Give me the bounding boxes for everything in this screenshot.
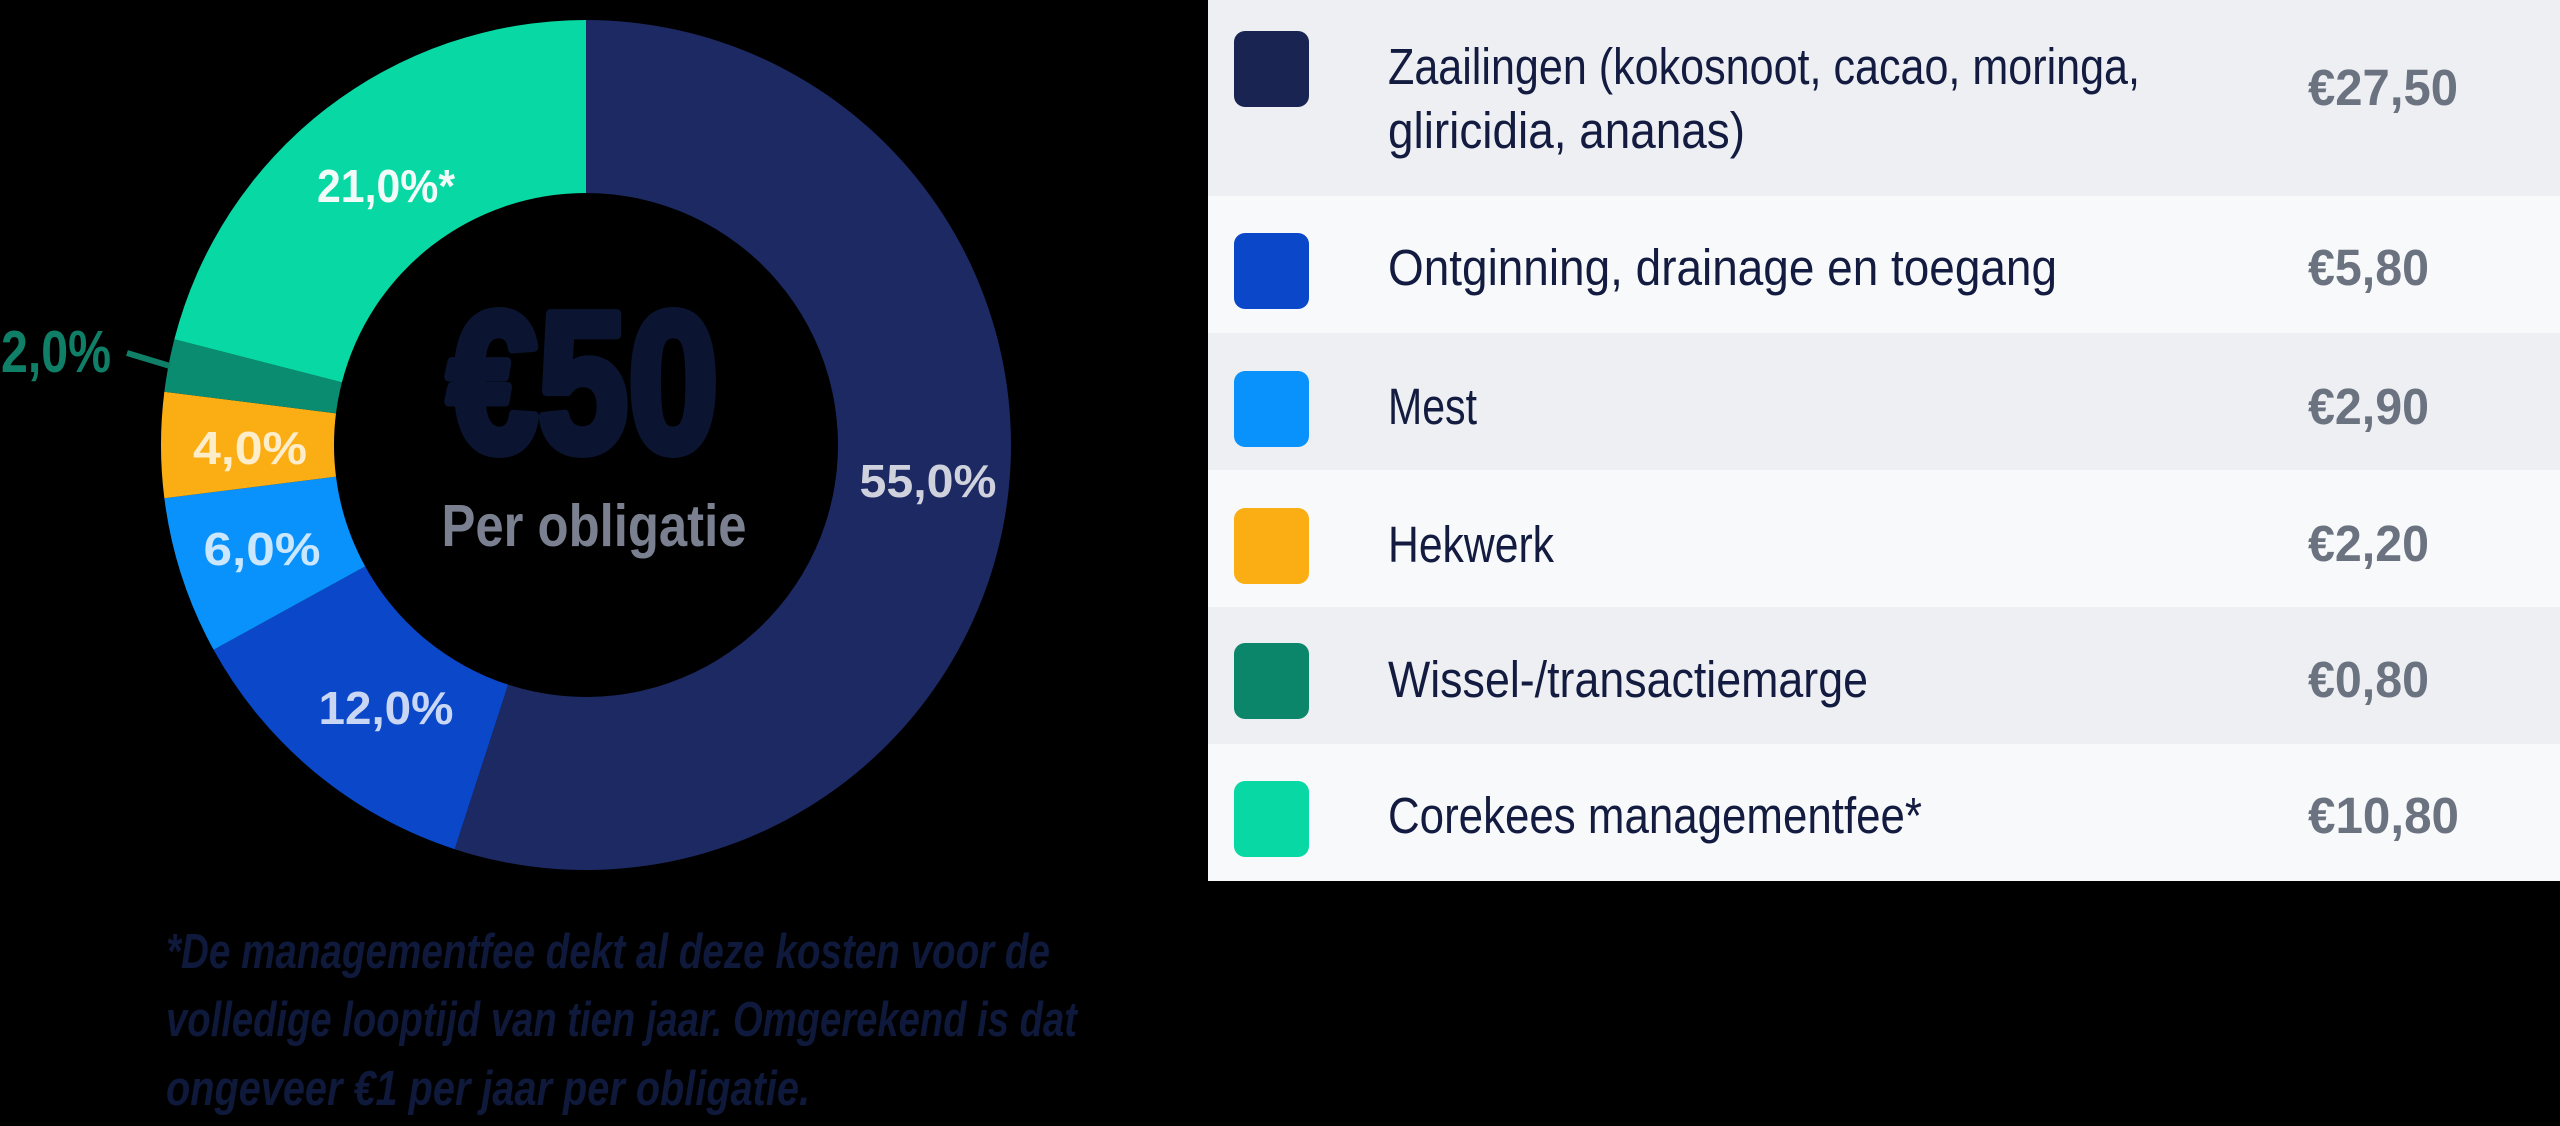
svg-text:6,0%: 6,0% — [204, 523, 321, 575]
svg-text:2,0%: 2,0% — [1, 319, 111, 385]
svg-text:Hekwerk: Hekwerk — [1388, 516, 1554, 573]
svg-text:€5,80: €5,80 — [2308, 239, 2429, 296]
svg-text:Mest: Mest — [1388, 378, 1477, 435]
svg-text:€27,50: €27,50 — [2308, 59, 2458, 116]
svg-text:12,0%: 12,0% — [319, 682, 454, 734]
svg-text:€50: €50 — [448, 272, 719, 494]
svg-text:55,0%: 55,0% — [860, 455, 997, 507]
svg-text:4,0%: 4,0% — [193, 422, 307, 474]
svg-text:gliricidia, ananas): gliricidia, ananas) — [1388, 102, 1745, 159]
svg-text:€2,20: €2,20 — [2308, 515, 2429, 572]
svg-text:Per obligatie: Per obligatie — [442, 493, 747, 559]
svg-text:Ontginning, drainage en toegan: Ontginning, drainage en toegang — [1388, 239, 2057, 296]
svg-text:volledige looptijd van tien ja: volledige looptijd van tien jaar. Omgere… — [166, 993, 1078, 1047]
svg-text:21,0%*: 21,0%* — [317, 160, 455, 212]
svg-text:*De managementfee dekt al deze: *De managementfee dekt al deze kosten vo… — [166, 925, 1050, 979]
svg-text:Corekees managementfee*: Corekees managementfee* — [1388, 787, 1922, 844]
svg-text:ongeveer €1 per jaar per oblig: ongeveer €1 per jaar per obligatie. — [166, 1062, 810, 1116]
svg-text:€2,90: €2,90 — [2308, 378, 2429, 435]
svg-text:€0,80: €0,80 — [2308, 651, 2429, 708]
svg-text:Zaailingen (kokosnoot, cacao,: Zaailingen (kokosnoot, cacao, moringa, — [1388, 38, 2140, 95]
svg-text:€10,80: €10,80 — [2308, 787, 2459, 844]
svg-text:Wissel-/transactiemarge: Wissel-/transactiemarge — [1388, 651, 1868, 708]
